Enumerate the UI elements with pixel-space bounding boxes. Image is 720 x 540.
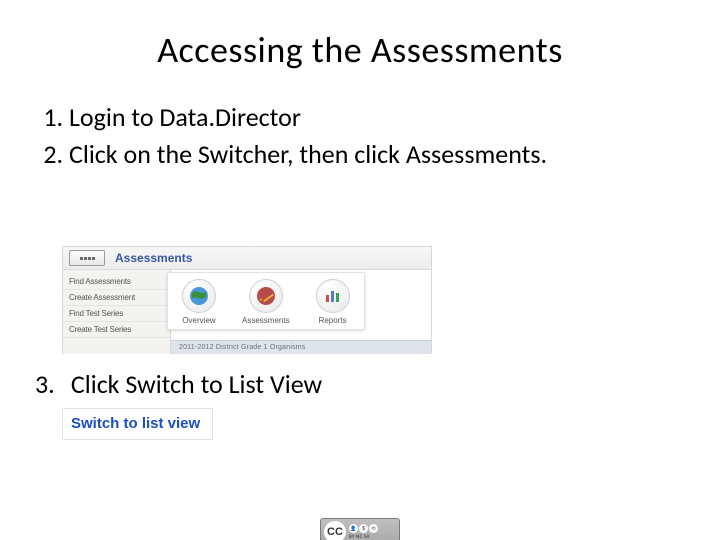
screenshot-listview-link: Switch to list view [62, 408, 213, 440]
cc-by-icon: 👤 [349, 524, 358, 533]
screenshot-footer-text: 2011-2012 District Grade 1 Organisms [171, 340, 431, 354]
leftnav-item-find-assessments[interactable]: Find Assessments [63, 274, 170, 290]
cc-sub-icons: 👤 $ ⟲ BY NC SA [349, 524, 378, 540]
step-1: Login to Data.Director [69, 100, 690, 135]
reports-icon [316, 279, 350, 313]
steps-list: Login to Data.Director Click on the Swit… [35, 100, 690, 172]
cc-icon: CC [324, 521, 346, 540]
switcher-label-reports: Reports [319, 316, 347, 325]
screenshot-topbar: Assessments [63, 247, 431, 270]
breadcrumb-title: Assessments [115, 251, 192, 265]
cc-sa-icon: ⟲ [369, 524, 378, 533]
switcher-label-assessments: Assessments [242, 316, 290, 325]
switcher-item-reports[interactable]: Reports [316, 279, 350, 325]
cc-subtext: BY NC SA [349, 534, 378, 540]
switcher-item-assessments[interactable]: Assessments [242, 279, 290, 325]
assessments-icon [249, 279, 283, 313]
screenshot-switcher: Assessments Find Assessments Create Asse… [62, 246, 432, 354]
background-figure [460, 158, 720, 540]
step-3-text: Click Switch to List View [71, 368, 322, 400]
leftnav-item-create-assessment[interactable]: Create Assessment [63, 290, 170, 306]
screenshot-body: Find Assessments Create Assessment Find … [63, 270, 431, 354]
page-title: Accessing the Assessments [0, 28, 720, 72]
globe-icon [182, 279, 216, 313]
switch-to-list-view-link[interactable]: Switch to list view [71, 415, 200, 432]
switcher-icon-row: Overview Assessments [167, 272, 365, 330]
step-2: Click on the Switcher, then click Assess… [69, 137, 690, 172]
switcher-panel: Overview Assessments [171, 270, 431, 354]
slide: Accessing the Assessments Login to Data.… [0, 28, 720, 540]
step-3-number: 3. [35, 368, 65, 400]
step-3: 3. Click Switch to List View [35, 368, 322, 400]
switcher-label-overview: Overview [182, 316, 215, 325]
switcher-button[interactable] [69, 250, 105, 266]
leftnav-item-create-test-series[interactable]: Create Test Series [63, 322, 170, 338]
left-nav: Find Assessments Create Assessment Find … [63, 270, 171, 354]
cc-nc-icon: $ [359, 524, 368, 533]
cc-license-badge: CC 👤 $ ⟲ BY NC SA [320, 518, 400, 540]
switcher-item-overview[interactable]: Overview [182, 279, 216, 325]
leftnav-item-find-test-series[interactable]: Find Test Series [63, 306, 170, 322]
